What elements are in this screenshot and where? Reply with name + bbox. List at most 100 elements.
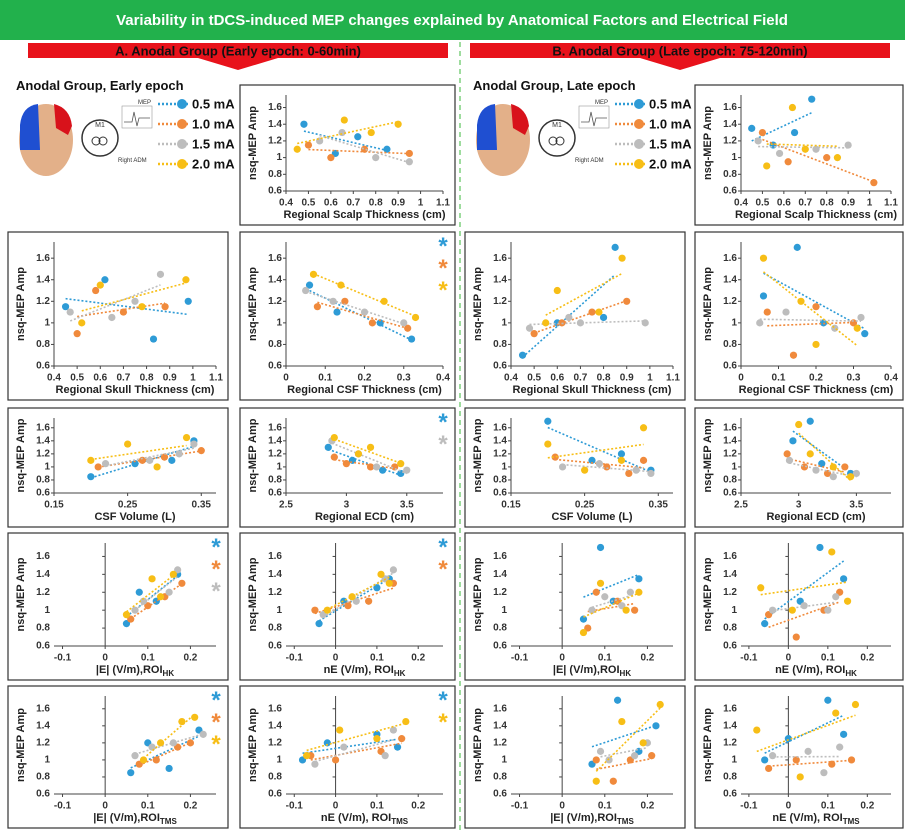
data-point [311, 761, 318, 768]
x-tick-label: 0.9 [391, 198, 405, 209]
data-point [157, 271, 164, 278]
y-tick-label: 1.2 [723, 296, 737, 307]
data-point [544, 418, 551, 425]
data-point [170, 739, 177, 746]
legend-label: 1.5 mA [649, 136, 692, 151]
significance-marker: * [211, 731, 221, 758]
y-tick-label: 1 [276, 152, 282, 163]
data-point [597, 544, 604, 551]
x-tick-label: 0.1 [141, 653, 155, 664]
data-point [131, 298, 138, 305]
x-tick-label: 0.7 [346, 198, 360, 209]
x-axis-label-text: nE (V/m), ROI [775, 664, 845, 676]
data-point [601, 593, 608, 600]
x-tick-label: 0.15 [501, 500, 521, 511]
data-point [178, 580, 185, 587]
legend-label: 1.0 mA [649, 116, 692, 131]
x-tick-label: 0.15 [44, 500, 64, 511]
data-point [373, 463, 380, 470]
data-point [97, 282, 104, 289]
data-point [373, 735, 380, 742]
legend-label: 1.0 mA [192, 116, 235, 131]
y-axis-label: nsq-MEP Amp [15, 557, 27, 631]
data-point [367, 444, 374, 451]
x-axis-label-text: Regional ECD (cm) [766, 511, 865, 523]
x-axis-label-sub: TMS [843, 817, 861, 826]
y-tick-label: 1.6 [36, 703, 50, 714]
legend-marker [177, 159, 187, 169]
data-point [844, 598, 851, 605]
data-point [776, 150, 783, 157]
x-axis-label: Regional Scalp Thickness (cm) [284, 209, 446, 221]
x-tick-label: 0.25 [118, 500, 138, 511]
y-tick-label: 0.6 [723, 641, 737, 652]
legend-marker [634, 119, 644, 129]
y-axis-label: nsq-MEP Amp [247, 106, 259, 180]
data-point [166, 765, 173, 772]
y-tick-label: 0.6 [268, 789, 282, 800]
data-point [657, 701, 664, 708]
data-point [618, 255, 625, 262]
data-point [640, 457, 647, 464]
data-point [108, 314, 115, 321]
data-point [765, 765, 772, 772]
data-point [397, 460, 404, 467]
x-axis-label-text: Regional Scalp Thickness (cm) [735, 209, 897, 221]
y-tick-label: 1.6 [268, 422, 282, 433]
significance-marker: * [438, 277, 448, 304]
data-point [782, 308, 789, 315]
y-tick-label: 1.4 [723, 119, 737, 130]
x-axis-label-text: Regional CSF Thickness (cm) [739, 384, 894, 396]
x-tick-label: 0.3 [847, 373, 861, 384]
x-tick-label: 0 [102, 653, 108, 664]
x-axis-label-text: |E| (V/m),ROI [550, 812, 617, 824]
data-point [87, 457, 94, 464]
data-point [633, 467, 640, 474]
mep-trace [124, 112, 150, 126]
data-point [588, 308, 595, 315]
data-point [331, 434, 338, 441]
legend-label: 1.5 mA [192, 136, 235, 151]
y-tick-label: 0.8 [268, 475, 282, 486]
x-tick-label: 0.2 [640, 801, 654, 812]
data-point [755, 137, 762, 144]
x-tick-label: 0 [283, 373, 289, 384]
x-tick-label: 0.2 [809, 373, 823, 384]
group-subtitle: Anodal Group, Early epoch [16, 78, 184, 93]
y-axis-label: nsq-MEP Amp [702, 418, 714, 492]
y-axis-label: nsq-MEP Amp [702, 708, 714, 782]
x-tick-label: 0.1 [370, 653, 384, 664]
x-tick-label: 0 [786, 801, 792, 812]
x-tick-label: 0.2 [860, 653, 874, 664]
y-tick-label: 0.6 [268, 361, 282, 372]
x-axis-label-text: |E| (V/m),ROI [93, 812, 160, 824]
data-point [816, 544, 823, 551]
x-axis-label-text: |E| (V/m),ROI [553, 664, 620, 676]
y-tick-label: 1 [501, 755, 507, 766]
y-tick-label: 1.2 [723, 738, 737, 749]
y-tick-label: 1.2 [268, 296, 282, 307]
x-tick-label: 0.1 [598, 801, 612, 812]
data-point [138, 303, 145, 310]
data-point [153, 756, 160, 763]
data-point [635, 589, 642, 596]
data-point [148, 744, 155, 751]
x-tick-label: 1.1 [436, 198, 450, 209]
x-axis-label-sub: TMS [160, 817, 178, 826]
y-tick-label: 1 [44, 755, 50, 766]
data-point [577, 319, 584, 326]
data-point [823, 154, 830, 161]
x-axis-label-sub: HK [620, 669, 632, 678]
x-axis-label-sub: TMS [617, 817, 635, 826]
x-tick-label: 0.1 [772, 373, 786, 384]
x-tick-label: 0.1 [598, 653, 612, 664]
x-axis-label: CSF Volume (L) [94, 511, 175, 523]
x-axis-label: Regional CSF Thickness (cm) [739, 384, 894, 396]
data-point [554, 287, 561, 294]
banner-text: B. Anodal Group (Late epoch: 75-120min) [552, 43, 807, 58]
y-tick-label: 1 [44, 462, 50, 473]
data-point [596, 460, 603, 467]
data-point [828, 761, 835, 768]
x-tick-label: 0.9 [841, 198, 855, 209]
x-tick-label: 0.1 [141, 801, 155, 812]
